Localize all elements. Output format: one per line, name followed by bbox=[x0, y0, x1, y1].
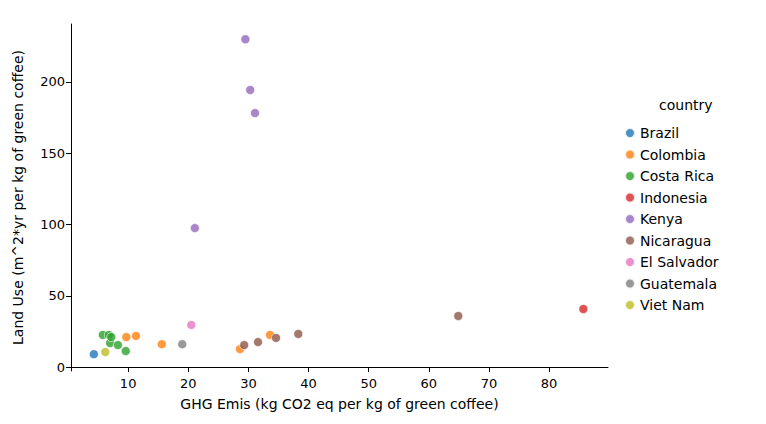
svg-text:Land Use (m^2*yr per kg of gre: Land Use (m^2*yr per kg of green coffee) bbox=[10, 50, 26, 345]
svg-text:Nicaragua: Nicaragua bbox=[640, 233, 711, 249]
svg-text:80: 80 bbox=[541, 376, 558, 391]
svg-text:GHG Emis (kg CO2 eq per kg of: GHG Emis (kg CO2 eq per kg of green coff… bbox=[180, 396, 498, 412]
svg-text:100: 100 bbox=[40, 217, 65, 232]
svg-text:Guatemala: Guatemala bbox=[640, 276, 717, 292]
svg-text:50: 50 bbox=[48, 288, 65, 303]
svg-text:Kenya: Kenya bbox=[640, 211, 683, 227]
svg-text:Viet Nam: Viet Nam bbox=[640, 297, 704, 313]
svg-text:20: 20 bbox=[180, 376, 197, 391]
svg-text:Costa Rica: Costa Rica bbox=[640, 168, 714, 184]
svg-text:El Salvador: El Salvador bbox=[640, 254, 719, 270]
svg-text:10: 10 bbox=[120, 376, 137, 391]
svg-text:200: 200 bbox=[40, 74, 65, 89]
svg-text:40: 40 bbox=[300, 376, 317, 391]
svg-text:70: 70 bbox=[481, 376, 498, 391]
svg-text:150: 150 bbox=[40, 146, 65, 161]
svg-text:50: 50 bbox=[360, 376, 377, 391]
svg-text:0: 0 bbox=[57, 360, 65, 375]
svg-text:Colombia: Colombia bbox=[640, 147, 706, 163]
svg-text:country: country bbox=[659, 97, 713, 113]
svg-text:Indonesia: Indonesia bbox=[640, 190, 708, 206]
svg-text:Brazil: Brazil bbox=[640, 125, 679, 141]
svg-text:30: 30 bbox=[240, 376, 257, 391]
svg-text:60: 60 bbox=[421, 376, 438, 391]
